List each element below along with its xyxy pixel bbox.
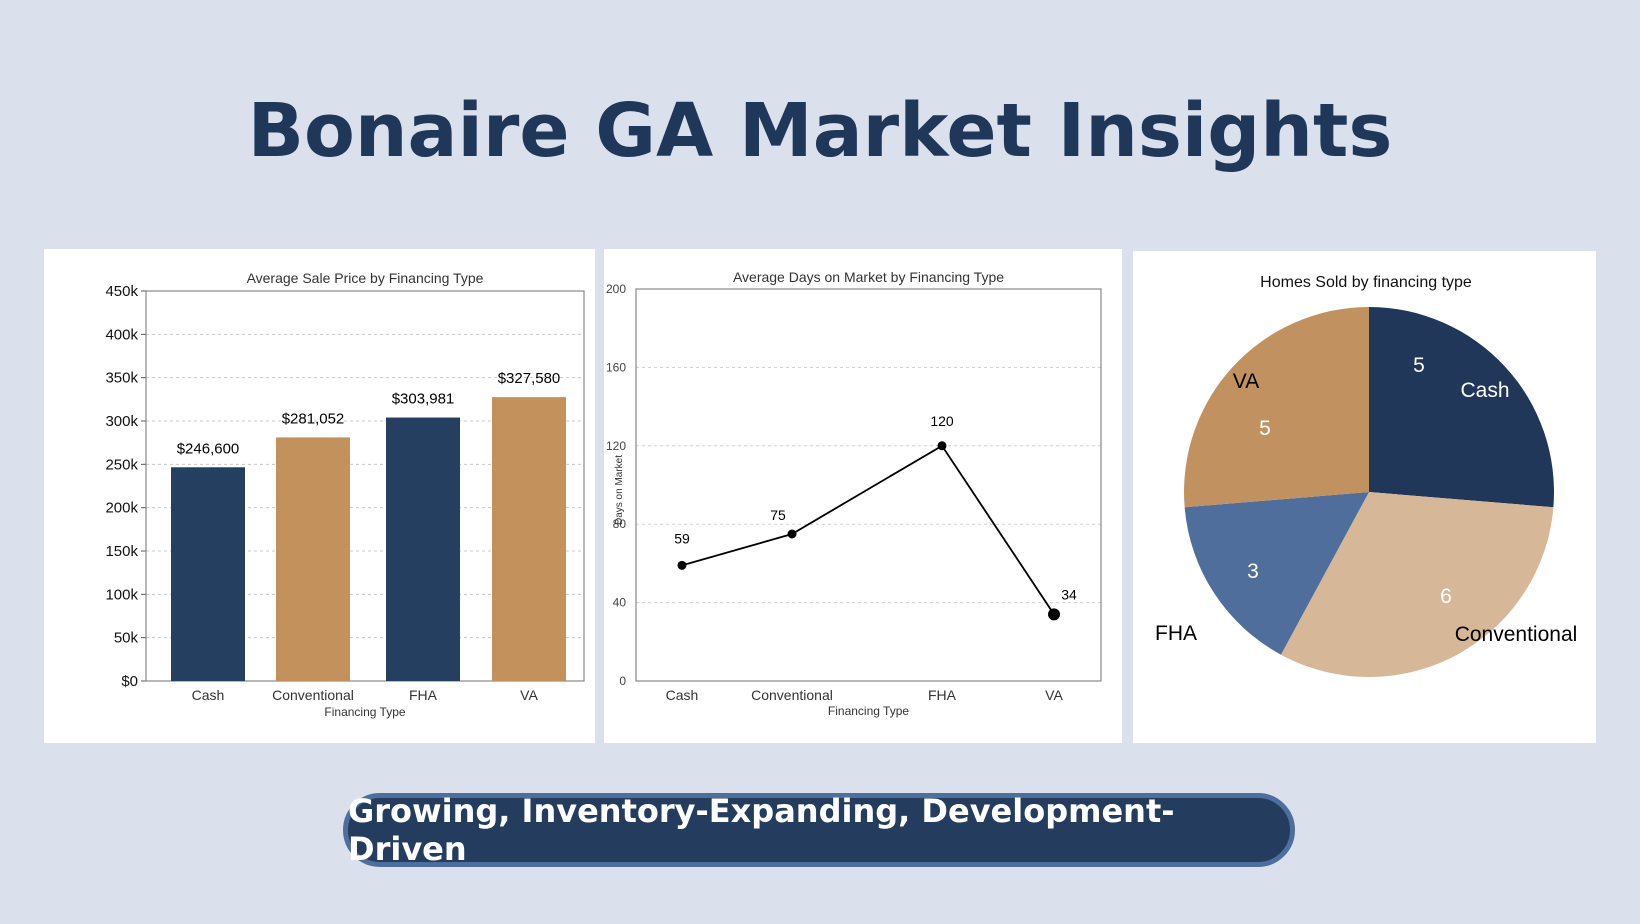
market-tagline-banner: Growing, Inventory-Expanding, Developmen… xyxy=(343,792,1295,868)
y-tick-label: 450k xyxy=(105,283,138,300)
bar-fha xyxy=(386,417,460,681)
pie-slice-cash xyxy=(1369,307,1554,508)
data-point-va xyxy=(1048,608,1060,621)
pie-slice-conventional xyxy=(1280,492,1554,677)
sale-price-bar-chart-svg: Average Sale Price by Financing Type $0 50… xyxy=(105,270,585,719)
pie-slice-va xyxy=(1184,307,1369,508)
y-tick-label: $0 xyxy=(121,673,138,690)
pie-category-label: Conventional xyxy=(1455,623,1578,646)
y-axis-label: Days on Market xyxy=(614,455,625,525)
plot-frame xyxy=(145,290,585,682)
x-tick-label: VA xyxy=(520,687,538,703)
x-axis-label: Financing Type xyxy=(828,704,909,718)
y-tick-label: 200 xyxy=(606,282,626,296)
average-sale-price-chart: Average Sale Price by Financing Type $0 50… xyxy=(44,249,595,743)
x-axis-label: Financing Type xyxy=(324,705,405,719)
pie-value-label: 5 xyxy=(1413,354,1425,377)
chart-title: Homes Sold by financing type xyxy=(1260,274,1472,291)
days-on-market-line-chart-svg: Average Days on Market by Financing Type… xyxy=(606,269,1102,718)
data-value-label: 34 xyxy=(1061,586,1077,602)
average-days-on-market-chart: Average Days on Market by Financing Type… xyxy=(604,249,1122,743)
y-tick-label: 80 xyxy=(613,517,627,531)
y-tick-label: 100k xyxy=(105,586,138,603)
y-tick-label: 300k xyxy=(105,413,138,430)
x-tick-label: Conventional xyxy=(272,687,354,703)
x-tick-label: FHA xyxy=(928,687,957,703)
data-point-conventional xyxy=(787,529,797,539)
y-tick-label: 120 xyxy=(606,439,626,453)
data-value-label: 75 xyxy=(770,507,786,523)
data-value-label: 120 xyxy=(930,413,954,429)
x-tick-label: Cash xyxy=(192,687,225,703)
pie-value-label: 6 xyxy=(1440,585,1452,608)
x-tick-label: Conventional xyxy=(751,687,833,703)
y-tick-label: 0 xyxy=(619,674,626,688)
pie-category-label: FHA xyxy=(1155,622,1197,645)
x-tick-label: VA xyxy=(1045,687,1063,703)
chart-title: Average Sale Price by Financing Type xyxy=(247,270,484,286)
y-tick-label: 400k xyxy=(105,326,138,343)
days-on-market-series-line xyxy=(681,444,1055,615)
bar-va xyxy=(492,397,566,681)
x-tick-label: Cash xyxy=(666,687,699,703)
pie-value-label: 5 xyxy=(1259,417,1271,440)
homes-sold-pie-chart-svg: Homes Sold by financing type Cash 5 Convent… xyxy=(1155,274,1578,677)
bar-value-label: $327,580 xyxy=(498,370,561,387)
pie-slice-fha xyxy=(1184,492,1369,655)
bar-cash xyxy=(171,467,245,681)
page-title: Bonaire GA Market Insights xyxy=(247,88,1393,174)
bar-value-label: $246,600 xyxy=(177,440,240,457)
pie-category-label: VA xyxy=(1233,370,1259,393)
chart-title: Average Days on Market by Financing Type xyxy=(733,269,1004,285)
bar-value-label: $281,052 xyxy=(282,410,345,427)
data-value-label: 59 xyxy=(674,530,690,546)
y-tick-label: 350k xyxy=(105,370,138,387)
y-tick-label: 250k xyxy=(105,456,138,473)
data-point-cash xyxy=(677,560,687,570)
plot-frame xyxy=(635,288,1102,682)
bar-conventional xyxy=(276,437,350,681)
y-tick-label: 50k xyxy=(114,630,139,647)
bar-value-label: $303,981 xyxy=(392,391,455,408)
pie-value-label: 3 xyxy=(1247,560,1259,583)
x-tick-label: FHA xyxy=(409,687,438,703)
y-tick-label: 160 xyxy=(606,360,626,374)
homes-sold-pie-chart: Homes Sold by financing type Cash 5 Convent… xyxy=(1133,251,1596,743)
data-point-fha xyxy=(937,441,947,451)
y-tick-label: 200k xyxy=(105,500,138,517)
pie-category-label: Cash xyxy=(1460,379,1509,402)
y-tick-label: 150k xyxy=(105,543,138,560)
y-tick-label: 40 xyxy=(613,596,627,610)
